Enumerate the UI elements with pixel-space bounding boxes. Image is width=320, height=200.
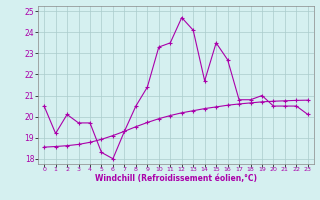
X-axis label: Windchill (Refroidissement éolien,°C): Windchill (Refroidissement éolien,°C) (95, 174, 257, 183)
